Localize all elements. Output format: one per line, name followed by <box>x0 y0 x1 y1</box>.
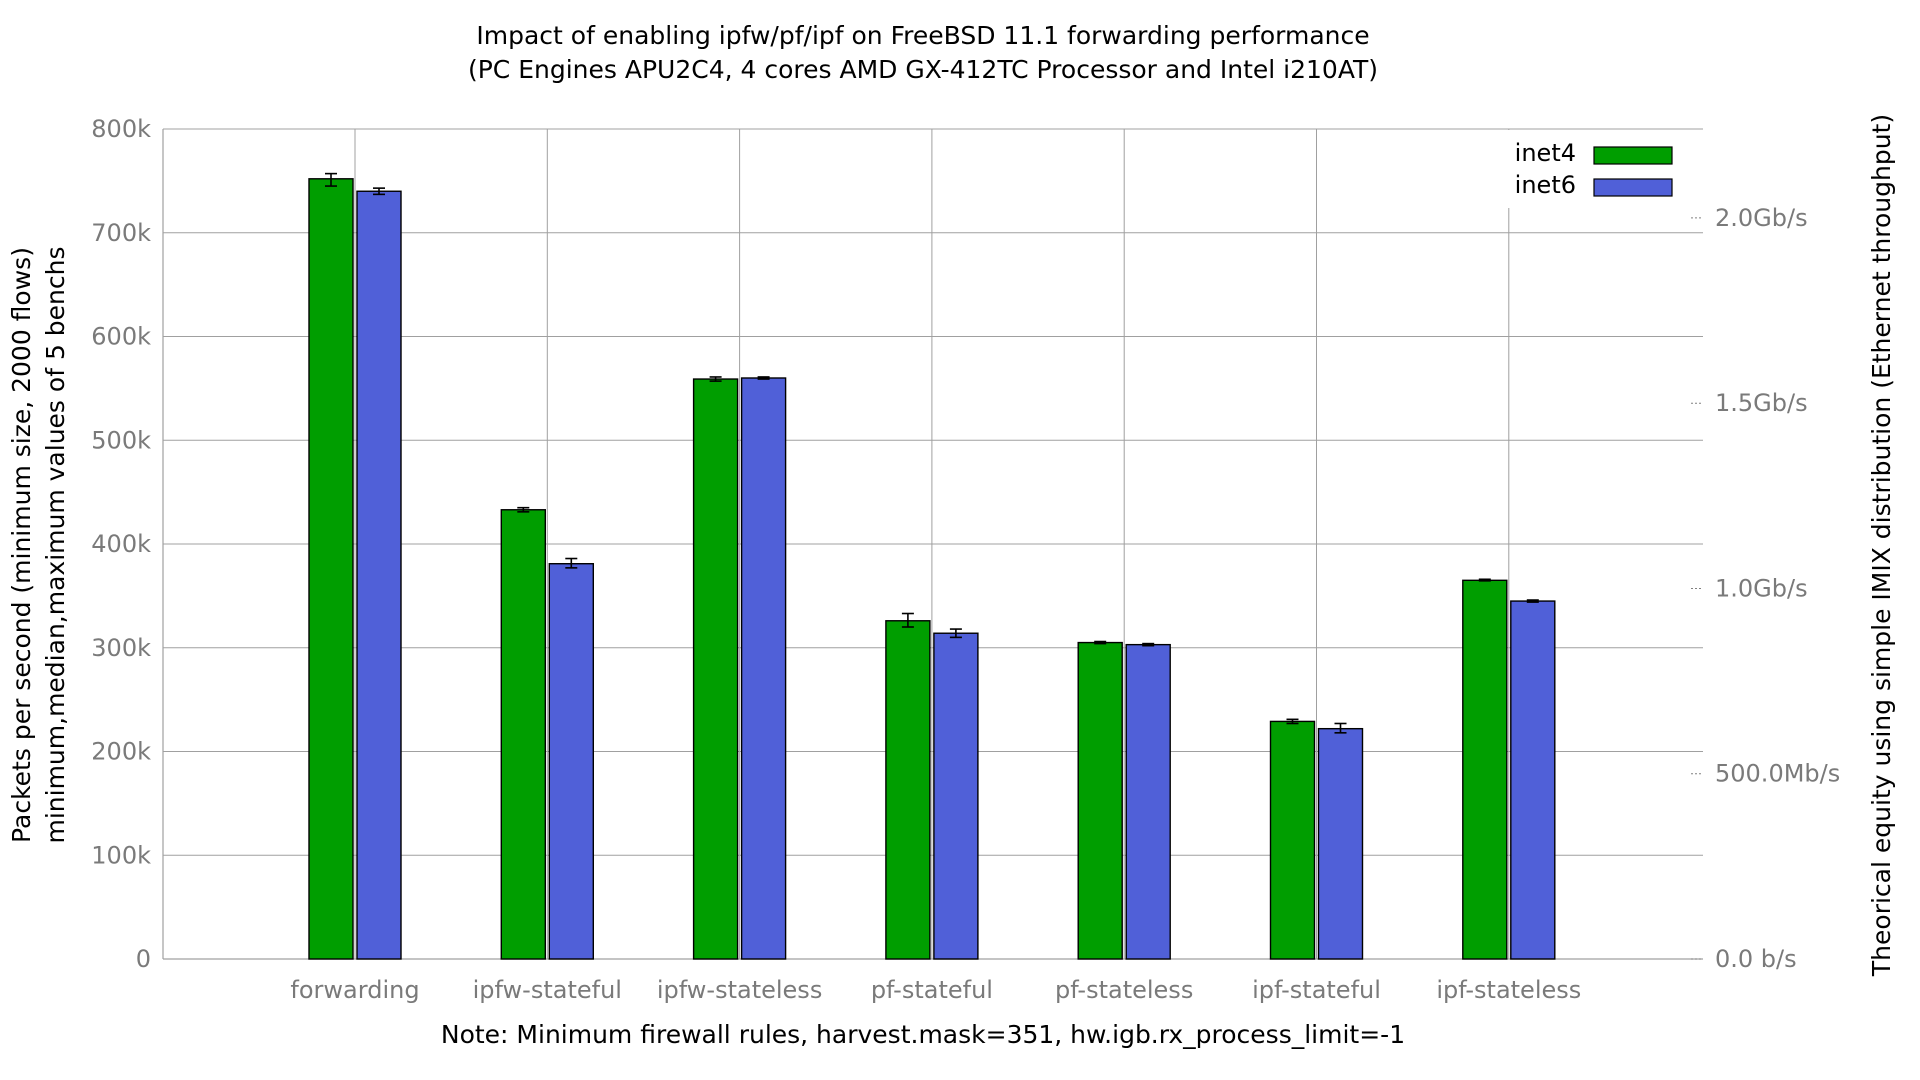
bar-inet6-pf-stateful <box>933 632 979 960</box>
bar-inet4-forwarding <box>308 178 354 960</box>
y2-tick-label: 1.5Gb/s <box>1715 389 1808 417</box>
y-tick-label: 100k <box>91 841 151 869</box>
y-tick-label: 0 <box>136 945 151 973</box>
y-tick-label: 500k <box>91 426 151 454</box>
bar-inet4-pf-stateless <box>1077 641 1123 960</box>
y-tick-label: 700k <box>91 219 151 247</box>
y-tick-label: 200k <box>91 738 151 766</box>
bar-inet6-pf-stateless <box>1125 643 1171 960</box>
legend-swatch-inet4 <box>1593 146 1673 165</box>
bars <box>308 178 1556 960</box>
bar-inet6-ipf-stateless <box>1510 600 1556 960</box>
grid-lines <box>162 128 1703 960</box>
y2-axis-ticks: 0.0 b/s 500.0Mb/s 1.0Gb/s 1.5Gb/s 2.0Gb/s <box>1691 204 1840 973</box>
legend-swatch-inet6 <box>1593 178 1673 197</box>
x-tick-label: ipfw-stateless <box>657 976 822 1004</box>
chart-title: Impact of enabling ipfw/pf/ipf on FreeBS… <box>476 21 1369 50</box>
bar-inet4-ipf-stateless <box>1462 579 1508 960</box>
y-tick-label: 300k <box>91 634 151 662</box>
y2-tick-label: 2.0Gb/s <box>1715 204 1808 232</box>
y-axis-label: Packets per second (minimum size, 2000 f… <box>7 247 36 843</box>
x-tick-label: pf-stateless <box>1055 976 1193 1004</box>
legend-label-inet6: inet6 <box>1515 171 1576 199</box>
y-tick-label: 400k <box>91 530 151 558</box>
bar-inet6-ipf-stateful <box>1317 727 1364 960</box>
x-tick-label: forwarding <box>290 976 419 1004</box>
bar-inet4-ipfw-stateless <box>692 378 739 960</box>
legend-label-inet4: inet4 <box>1515 139 1576 167</box>
x-tick-label: ipf-stateless <box>1436 976 1581 1004</box>
bar-inet6-forwarding <box>356 190 402 960</box>
y-axis-label-secondary: minimum,median,maximum values of 5 bench… <box>41 246 70 843</box>
bar-inet4-ipfw-stateful <box>500 509 546 960</box>
bar-inet6-ipfw-stateful <box>548 563 594 960</box>
x-axis-note: Note: Minimum firewall rules, harvest.ma… <box>441 1020 1405 1049</box>
legend: inet4 inet6 <box>1500 130 1690 208</box>
x-axis-ticks: forwarding ipfw-stateful ipfw-stateless pf-… <box>290 976 1581 1004</box>
chart-subtitle: (PC Engines APU2C4, 4 cores AMD GX-412TC… <box>468 55 1378 84</box>
x-tick-label: ipf-stateful <box>1252 976 1381 1004</box>
bar-inet4-ipf-stateful <box>1269 720 1316 960</box>
y2-tick-label: 0.0 b/s <box>1715 945 1797 973</box>
y-axis-ticks: 0 100k 200k 300k 400k 500k 600k 700k 800k <box>91 115 151 973</box>
x-tick-label: ipfw-stateful <box>473 976 622 1004</box>
y2-axis-label: Theorical equity using simple IMIX distr… <box>1867 114 1896 977</box>
bar-inet6-ipfw-stateless <box>740 377 787 960</box>
x-tick-label: pf-stateful <box>871 976 993 1004</box>
y2-tick-label: 500.0Mb/s <box>1715 760 1840 788</box>
bar-inet4-pf-stateful <box>885 620 931 960</box>
y2-tick-label: 1.0Gb/s <box>1715 574 1808 602</box>
y-tick-label: 800k <box>91 115 151 143</box>
y-tick-label: 600k <box>91 323 151 351</box>
error-bars <box>325 172 1539 734</box>
